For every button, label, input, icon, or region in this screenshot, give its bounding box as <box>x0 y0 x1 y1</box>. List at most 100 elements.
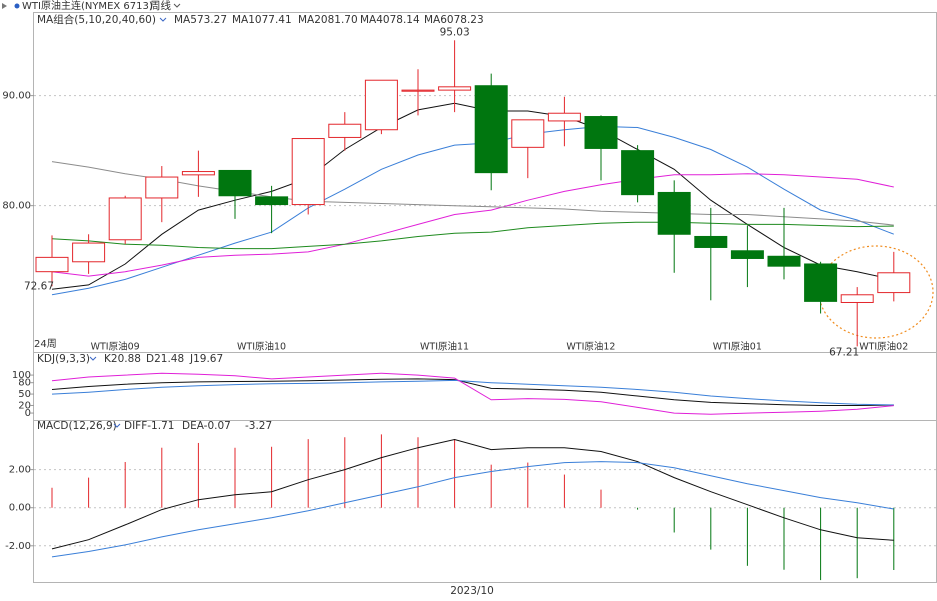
candle-body <box>511 119 545 148</box>
indicator-readout: MA4078.14 <box>360 14 420 26</box>
x-category-label: WTI原油09 <box>91 341 140 353</box>
indicator-readout: DIFF-1.71 <box>124 420 174 432</box>
y-tick-label: 50 <box>18 389 31 400</box>
candle-body <box>35 256 69 273</box>
indicator-name[interactable]: MA组合(5,10,20,40,60) <box>37 13 156 26</box>
candle-body <box>401 89 435 92</box>
y-tick-label: 80 <box>18 378 31 389</box>
readout-name: J <box>189 353 193 365</box>
period-selector[interactable]: 周线 <box>150 0 171 12</box>
indicator-readout: D21.48 <box>146 353 184 365</box>
indicator-line <box>51 378 894 406</box>
readout-value: 78.23 <box>454 14 484 26</box>
indicator-line <box>51 125 894 296</box>
candle-body <box>657 191 691 235</box>
indicator-line <box>51 102 894 290</box>
high-label: 95.03 <box>440 26 470 38</box>
readout-value: 78.14 <box>390 14 420 26</box>
readout-name: MA20 <box>298 14 328 26</box>
indicator-name[interactable]: MACD(12,26,9) <box>37 420 117 432</box>
y-tick-label: 0.00 <box>9 503 31 514</box>
candle-body <box>291 138 325 206</box>
candle-body <box>255 196 289 206</box>
readout-name: MA40 <box>360 14 390 26</box>
readout-value: -1.71 <box>147 420 174 432</box>
indicator-readout: MA6078.23 <box>424 14 484 26</box>
readout-value: -0.07 <box>204 420 231 432</box>
low-label: 72.67 <box>24 280 54 292</box>
indicator-readout: MA2081.70 <box>298 14 358 26</box>
indicator-chevron[interactable] <box>159 17 167 22</box>
y-tick-label: -2.00 <box>5 541 31 552</box>
candle-body <box>840 294 874 303</box>
x-category-label: WTI原油12 <box>566 341 615 353</box>
x-category-label: WTI原油02 <box>859 341 908 353</box>
indicator-line <box>51 379 894 406</box>
candle-body <box>767 255 801 267</box>
symbol-name: WTI原油主连(NYMEX 6713) <box>22 0 153 12</box>
readout-value: 21.48 <box>154 353 184 365</box>
indicator-line <box>51 161 894 226</box>
candle-body <box>474 85 508 174</box>
candle-body <box>364 79 398 131</box>
readout-name: MA10 <box>232 14 262 26</box>
candle-body <box>694 235 728 248</box>
indicator-readout: J19.67 <box>189 353 223 365</box>
x-category-label: WTI原油01 <box>713 341 762 353</box>
candle-body <box>145 176 179 199</box>
indicator-chevron[interactable] <box>113 423 121 428</box>
candle-body <box>730 250 764 259</box>
readout-value: 81.70 <box>328 14 358 26</box>
candle-body <box>181 171 215 176</box>
indicator-readout: MA1077.41 <box>232 14 292 26</box>
indicator-readout: DEA-0.07 <box>182 420 231 432</box>
readout-name: DIFF <box>124 420 147 432</box>
y-tick-label: 100 <box>12 370 31 381</box>
readout-value: 73.27 <box>197 14 227 26</box>
candle-body <box>877 272 911 294</box>
candle-body <box>328 123 362 138</box>
readout-name: DEA <box>182 420 205 432</box>
period-count: 24周 <box>34 338 57 350</box>
period-chevron[interactable] <box>173 3 181 8</box>
y-tick-label: 0 <box>25 408 31 419</box>
readout-value: 20.88 <box>111 353 141 365</box>
candle-body <box>584 116 618 149</box>
indicator-readout: K20.88 <box>104 353 141 365</box>
indicator-line <box>51 438 894 550</box>
x-category-label: WTI原油11 <box>420 341 469 353</box>
y-tick-label: 90.00 <box>2 91 31 102</box>
indicator-line <box>51 461 894 558</box>
candle-body <box>218 169 252 197</box>
candle-body <box>72 242 106 263</box>
expand-icon[interactable] <box>2 3 7 9</box>
readout-value: 19.67 <box>193 353 223 365</box>
candle-body <box>108 197 142 241</box>
indicator-line <box>51 372 894 415</box>
candle-body <box>547 112 581 122</box>
indicator-line <box>51 173 894 277</box>
macd-readout: -3.27 <box>245 420 272 432</box>
indicator-chevron[interactable] <box>89 356 97 361</box>
indicator-readout: MA573.27 <box>174 14 227 26</box>
candle-body <box>804 263 838 302</box>
readout-value: 77.41 <box>262 14 292 26</box>
readout-name: MA5 <box>174 14 197 26</box>
x-category-label: WTI原油10 <box>237 341 286 353</box>
low-label: 67.21 <box>829 346 859 358</box>
highlight-circle <box>818 245 934 339</box>
candle-body <box>621 150 655 196</box>
y-tick-label: 80.00 <box>2 201 31 212</box>
readout-name: D <box>146 353 154 365</box>
symbol-dot <box>14 3 20 9</box>
candle-body <box>438 86 472 91</box>
indicator-line <box>51 221 894 250</box>
x-axis-date: 2023/10 <box>450 585 494 597</box>
indicator-name[interactable]: KDJ(9,3,3) <box>37 353 90 365</box>
y-tick-label: 20 <box>18 400 31 411</box>
readout-name: K <box>104 353 112 365</box>
readout-name: MA60 <box>424 14 454 26</box>
y-tick-label: 2.00 <box>9 465 31 476</box>
